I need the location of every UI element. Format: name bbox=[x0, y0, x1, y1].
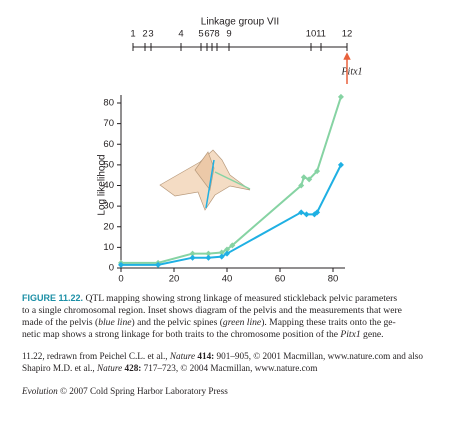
caption-text: QTL mapping showing strong linkage of me… bbox=[85, 293, 398, 304]
caption-text: to a single chromosomal region. Inset sh… bbox=[22, 305, 402, 316]
credit-text: Nature bbox=[169, 351, 196, 361]
marker-label: 8 bbox=[214, 29, 219, 40]
marker-label: 11 bbox=[316, 29, 326, 40]
point bbox=[300, 174, 307, 181]
credit-text: Evolution bbox=[22, 386, 58, 396]
credit-text: 717–723, © 2004 Macmillan, www.nature.co… bbox=[141, 363, 318, 373]
point bbox=[298, 209, 305, 216]
x-tick-label: 60 bbox=[275, 274, 286, 285]
point bbox=[306, 176, 313, 183]
point bbox=[118, 261, 124, 268]
x-tick-label: 40 bbox=[222, 274, 233, 285]
point bbox=[218, 253, 225, 260]
x-tick-label: 80 bbox=[328, 274, 339, 285]
marker-label: 2 bbox=[142, 29, 147, 40]
point bbox=[314, 209, 321, 216]
marker-label: 7 bbox=[209, 29, 214, 40]
caption-line: FIGURE 11.22. QTL mapping showing strong… bbox=[22, 293, 397, 304]
credit-text: 414: bbox=[195, 351, 215, 361]
credit-line: Shapiro M.D. et al., Nature 428: 717–723… bbox=[22, 363, 317, 373]
point bbox=[224, 246, 230, 253]
y-tick-label: 40 bbox=[103, 180, 114, 191]
marker-label: 6 bbox=[204, 29, 209, 40]
gene-label: Pitx1 bbox=[340, 66, 362, 77]
marker-label: 3 bbox=[148, 29, 153, 40]
marker-label: 5 bbox=[198, 29, 203, 40]
y-tick-label: 10 bbox=[103, 242, 114, 253]
y-axis-label: Log likelihood bbox=[97, 154, 108, 215]
caption-text: made of the pelvis ( bbox=[22, 317, 99, 328]
point bbox=[229, 242, 236, 249]
point bbox=[205, 250, 212, 257]
caption-text: Pitx1 bbox=[340, 329, 361, 340]
point bbox=[218, 249, 225, 256]
caption-text: green line bbox=[222, 317, 262, 328]
marker-label: 9 bbox=[226, 29, 231, 40]
credit-text: © 2007 Cold Spring Harbor Laboratory Pre… bbox=[57, 386, 228, 396]
point bbox=[303, 211, 310, 218]
caption-text: ) and the pelvic spines ( bbox=[131, 317, 223, 328]
point bbox=[337, 93, 344, 100]
point bbox=[205, 254, 212, 261]
linkage-title: Linkage group VII bbox=[201, 17, 279, 28]
marker-label: 4 bbox=[178, 29, 183, 40]
y-tick-label: 30 bbox=[103, 201, 114, 212]
x-tick-label: 20 bbox=[169, 274, 180, 285]
caption-line: made of the pelvis (blue line) and the p… bbox=[22, 317, 396, 328]
caption-text: gene. bbox=[360, 329, 384, 340]
caption-text: ). Mapping these traits onto the ge- bbox=[261, 317, 396, 328]
point bbox=[224, 250, 230, 257]
point bbox=[298, 182, 305, 189]
point bbox=[314, 168, 321, 175]
credit-line: Evolution © 2007 Cold Spring Harbor Labo… bbox=[22, 386, 228, 396]
y-tick-label: 50 bbox=[103, 159, 114, 170]
y-tick-label: 80 bbox=[103, 98, 114, 109]
marker-label: 12 bbox=[342, 29, 353, 40]
y-tick-label: 0 bbox=[109, 263, 114, 274]
point bbox=[189, 250, 196, 257]
caption-text: netic map shows a strong linkage for bot… bbox=[22, 329, 341, 340]
x-tick-label: 0 bbox=[118, 274, 123, 285]
inset-pelvis bbox=[159, 149, 251, 211]
credit-text: 11.22, redrawn from Peichel C.L. et al., bbox=[22, 351, 170, 361]
caption-line: netic map shows a strong linkage for bot… bbox=[22, 329, 384, 340]
chart: Linkage group VII Pitx1 Log likelihood 1… bbox=[97, 17, 363, 285]
point bbox=[155, 261, 162, 268]
point bbox=[189, 254, 196, 261]
marker-label: 10 bbox=[306, 29, 317, 40]
credit-text: 901–905, © 2001 Macmillan, www.nature.co… bbox=[214, 351, 423, 361]
y-tick-label: 20 bbox=[103, 221, 114, 232]
caption-line: to a single chromosomal region. Inset sh… bbox=[22, 305, 402, 316]
y-tick-label: 70 bbox=[103, 118, 114, 129]
point bbox=[337, 161, 344, 168]
credit-text: Shapiro M.D. et al., bbox=[22, 363, 98, 373]
y-tick-label: 60 bbox=[103, 139, 114, 150]
marker-label: 1 bbox=[130, 29, 135, 40]
credit-text: 428: bbox=[122, 363, 142, 373]
caption-text: blue line bbox=[98, 317, 132, 328]
credit-text: Nature bbox=[97, 363, 123, 373]
credit-line: 11.22, redrawn from Peichel C.L. et al.,… bbox=[22, 351, 423, 361]
figure-label: FIGURE 11.22. bbox=[22, 293, 84, 303]
